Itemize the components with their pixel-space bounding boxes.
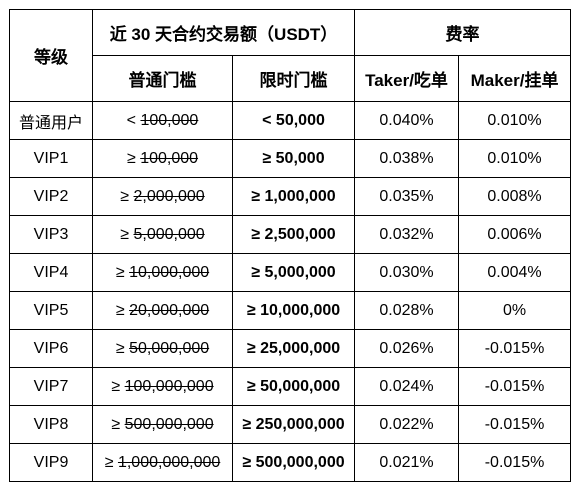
- struck-threshold-value: 50,000,000: [129, 339, 210, 357]
- maker-rate-cell: 0%: [458, 291, 572, 330]
- tier-cell: VIP3: [9, 215, 93, 254]
- regular-threshold-cell: ≥ 50,000,000: [92, 329, 233, 368]
- struck-threshold-value: 20,000,000: [129, 301, 210, 319]
- limited-threshold-cell: ≥ 50,000: [231, 139, 356, 178]
- tier-cell: VIP8: [9, 405, 93, 444]
- limited-threshold-cell: < 50,000: [231, 101, 356, 140]
- table-row: VIP2 ≥ 2,000,000 ≥ 1,000,000 0.035% 0.008%: [9, 177, 572, 216]
- table-row: VIP1 ≥ 100,000 ≥ 50,000 0.038% 0.010%: [9, 139, 572, 178]
- maker-rate-cell: 0.010%: [458, 101, 572, 140]
- tier-cell: VIP6: [9, 329, 93, 368]
- tier-cell: VIP1: [9, 139, 93, 178]
- comparison-symbol: ≥: [104, 453, 114, 471]
- table-row: VIP3 ≥ 5,000,000 ≥ 2,500,000 0.032% 0.006%: [9, 215, 572, 254]
- tier-cell: VIP5: [9, 291, 93, 330]
- taker-rate-cell: 0.022%: [354, 405, 460, 444]
- limited-threshold-cell: ≥ 2,500,000: [231, 215, 356, 254]
- table-row: VIP6 ≥ 50,000,000 ≥ 25,000,000 0.026% -0.015…: [9, 329, 572, 368]
- fee-table: 等级 近 30 天合约交易额（USDT） 费率 普通门槛 限时门槛 Taker/…: [9, 9, 572, 482]
- maker-header: Maker/挂单: [458, 55, 572, 102]
- tier-cell: VIP2: [9, 177, 93, 216]
- regular-threshold-cell: ≥ 100,000: [92, 139, 233, 178]
- comparison-symbol: ≥: [115, 339, 125, 357]
- struck-threshold-value: 100,000: [140, 111, 199, 129]
- struck-threshold-value: 2,000,000: [133, 187, 205, 205]
- maker-rate-cell: -0.015%: [458, 367, 572, 406]
- limited-threshold-header: 限时门槛: [231, 55, 356, 102]
- taker-rate-cell: 0.040%: [354, 101, 460, 140]
- struck-threshold-value: 5,000,000: [133, 225, 205, 243]
- taker-rate-cell: 0.028%: [354, 291, 460, 330]
- limited-threshold-cell: ≥ 5,000,000: [231, 253, 356, 292]
- regular-threshold-cell: ≥ 1,000,000,000: [92, 443, 233, 482]
- limited-threshold-cell: ≥ 1,000,000: [231, 177, 356, 216]
- taker-rate-cell: 0.032%: [354, 215, 460, 254]
- regular-threshold-cell: ≥ 10,000,000: [92, 253, 233, 292]
- taker-rate-cell: 0.035%: [354, 177, 460, 216]
- limited-threshold-cell: ≥ 10,000,000: [231, 291, 356, 330]
- taker-rate-cell: 0.021%: [354, 443, 460, 482]
- regular-threshold-cell: ≥ 20,000,000: [92, 291, 233, 330]
- table-row: VIP4 ≥ 10,000,000 ≥ 5,000,000 0.030% 0.004%: [9, 253, 572, 292]
- comparison-symbol: ≥: [115, 263, 125, 281]
- tier-cell: 普通用户: [9, 101, 93, 140]
- maker-rate-cell: -0.015%: [458, 443, 572, 482]
- tier-header: 等级: [9, 9, 93, 102]
- maker-rate-cell: 0.008%: [458, 177, 572, 216]
- struck-threshold-value: 1,000,000,000: [117, 453, 221, 471]
- comparison-symbol: ≥: [111, 415, 121, 433]
- table-row: VIP9 ≥ 1,000,000,000 ≥ 500,000,000 0.021% -0…: [9, 443, 572, 482]
- taker-rate-cell: 0.030%: [354, 253, 460, 292]
- taker-rate-cell: 0.024%: [354, 367, 460, 406]
- regular-threshold-cell: ≥ 500,000,000: [92, 405, 233, 444]
- table-row: 普通用户 < 100,000 < 50,000 0.040% 0.010%: [9, 101, 572, 140]
- struck-threshold-value: 100,000: [140, 149, 199, 167]
- fee-group-header: 费率: [354, 9, 572, 56]
- comparison-symbol: ≥: [120, 225, 130, 243]
- tier-cell: VIP7: [9, 367, 93, 406]
- maker-rate-cell: -0.015%: [458, 405, 572, 444]
- table-row: VIP8 ≥ 500,000,000 ≥ 250,000,000 0.022% -0.0…: [9, 405, 572, 444]
- limited-threshold-cell: ≥ 500,000,000: [231, 443, 356, 482]
- maker-rate-cell: -0.015%: [458, 329, 572, 368]
- taker-rate-cell: 0.038%: [354, 139, 460, 178]
- regular-threshold-cell: ≥ 5,000,000: [92, 215, 233, 254]
- limited-threshold-cell: ≥ 250,000,000: [231, 405, 356, 444]
- regular-threshold-cell: < 100,000: [92, 101, 233, 140]
- taker-rate-cell: 0.026%: [354, 329, 460, 368]
- limited-threshold-cell: ≥ 25,000,000: [231, 329, 356, 368]
- maker-rate-cell: 0.006%: [458, 215, 572, 254]
- comparison-symbol: <: [126, 111, 137, 129]
- limited-threshold-cell: ≥ 50,000,000: [231, 367, 356, 406]
- taker-header: Taker/吃单: [354, 55, 460, 102]
- table-row: VIP5 ≥ 20,000,000 ≥ 10,000,000 0.028% 0%: [9, 291, 572, 330]
- struck-threshold-value: 10,000,000: [129, 263, 210, 281]
- tier-cell: VIP4: [9, 253, 93, 292]
- comparison-symbol: ≥: [111, 377, 121, 395]
- regular-threshold-cell: ≥ 2,000,000: [92, 177, 233, 216]
- struck-threshold-value: 500,000,000: [124, 415, 214, 433]
- volume-group-header: 近 30 天合约交易额（USDT）: [91, 9, 356, 56]
- comparison-symbol: ≥: [120, 187, 130, 205]
- tier-cell: VIP9: [9, 443, 93, 482]
- comparison-symbol: ≥: [115, 301, 125, 319]
- comparison-symbol: ≥: [126, 149, 136, 167]
- maker-rate-cell: 0.010%: [458, 139, 572, 178]
- maker-rate-cell: 0.004%: [458, 253, 572, 292]
- regular-threshold-cell: ≥ 100,000,000: [92, 367, 233, 406]
- struck-threshold-value: 100,000,000: [124, 377, 214, 395]
- regular-threshold-header: 普通门槛: [92, 55, 233, 102]
- table-row: VIP7 ≥ 100,000,000 ≥ 50,000,000 0.024% -0.01…: [9, 367, 572, 406]
